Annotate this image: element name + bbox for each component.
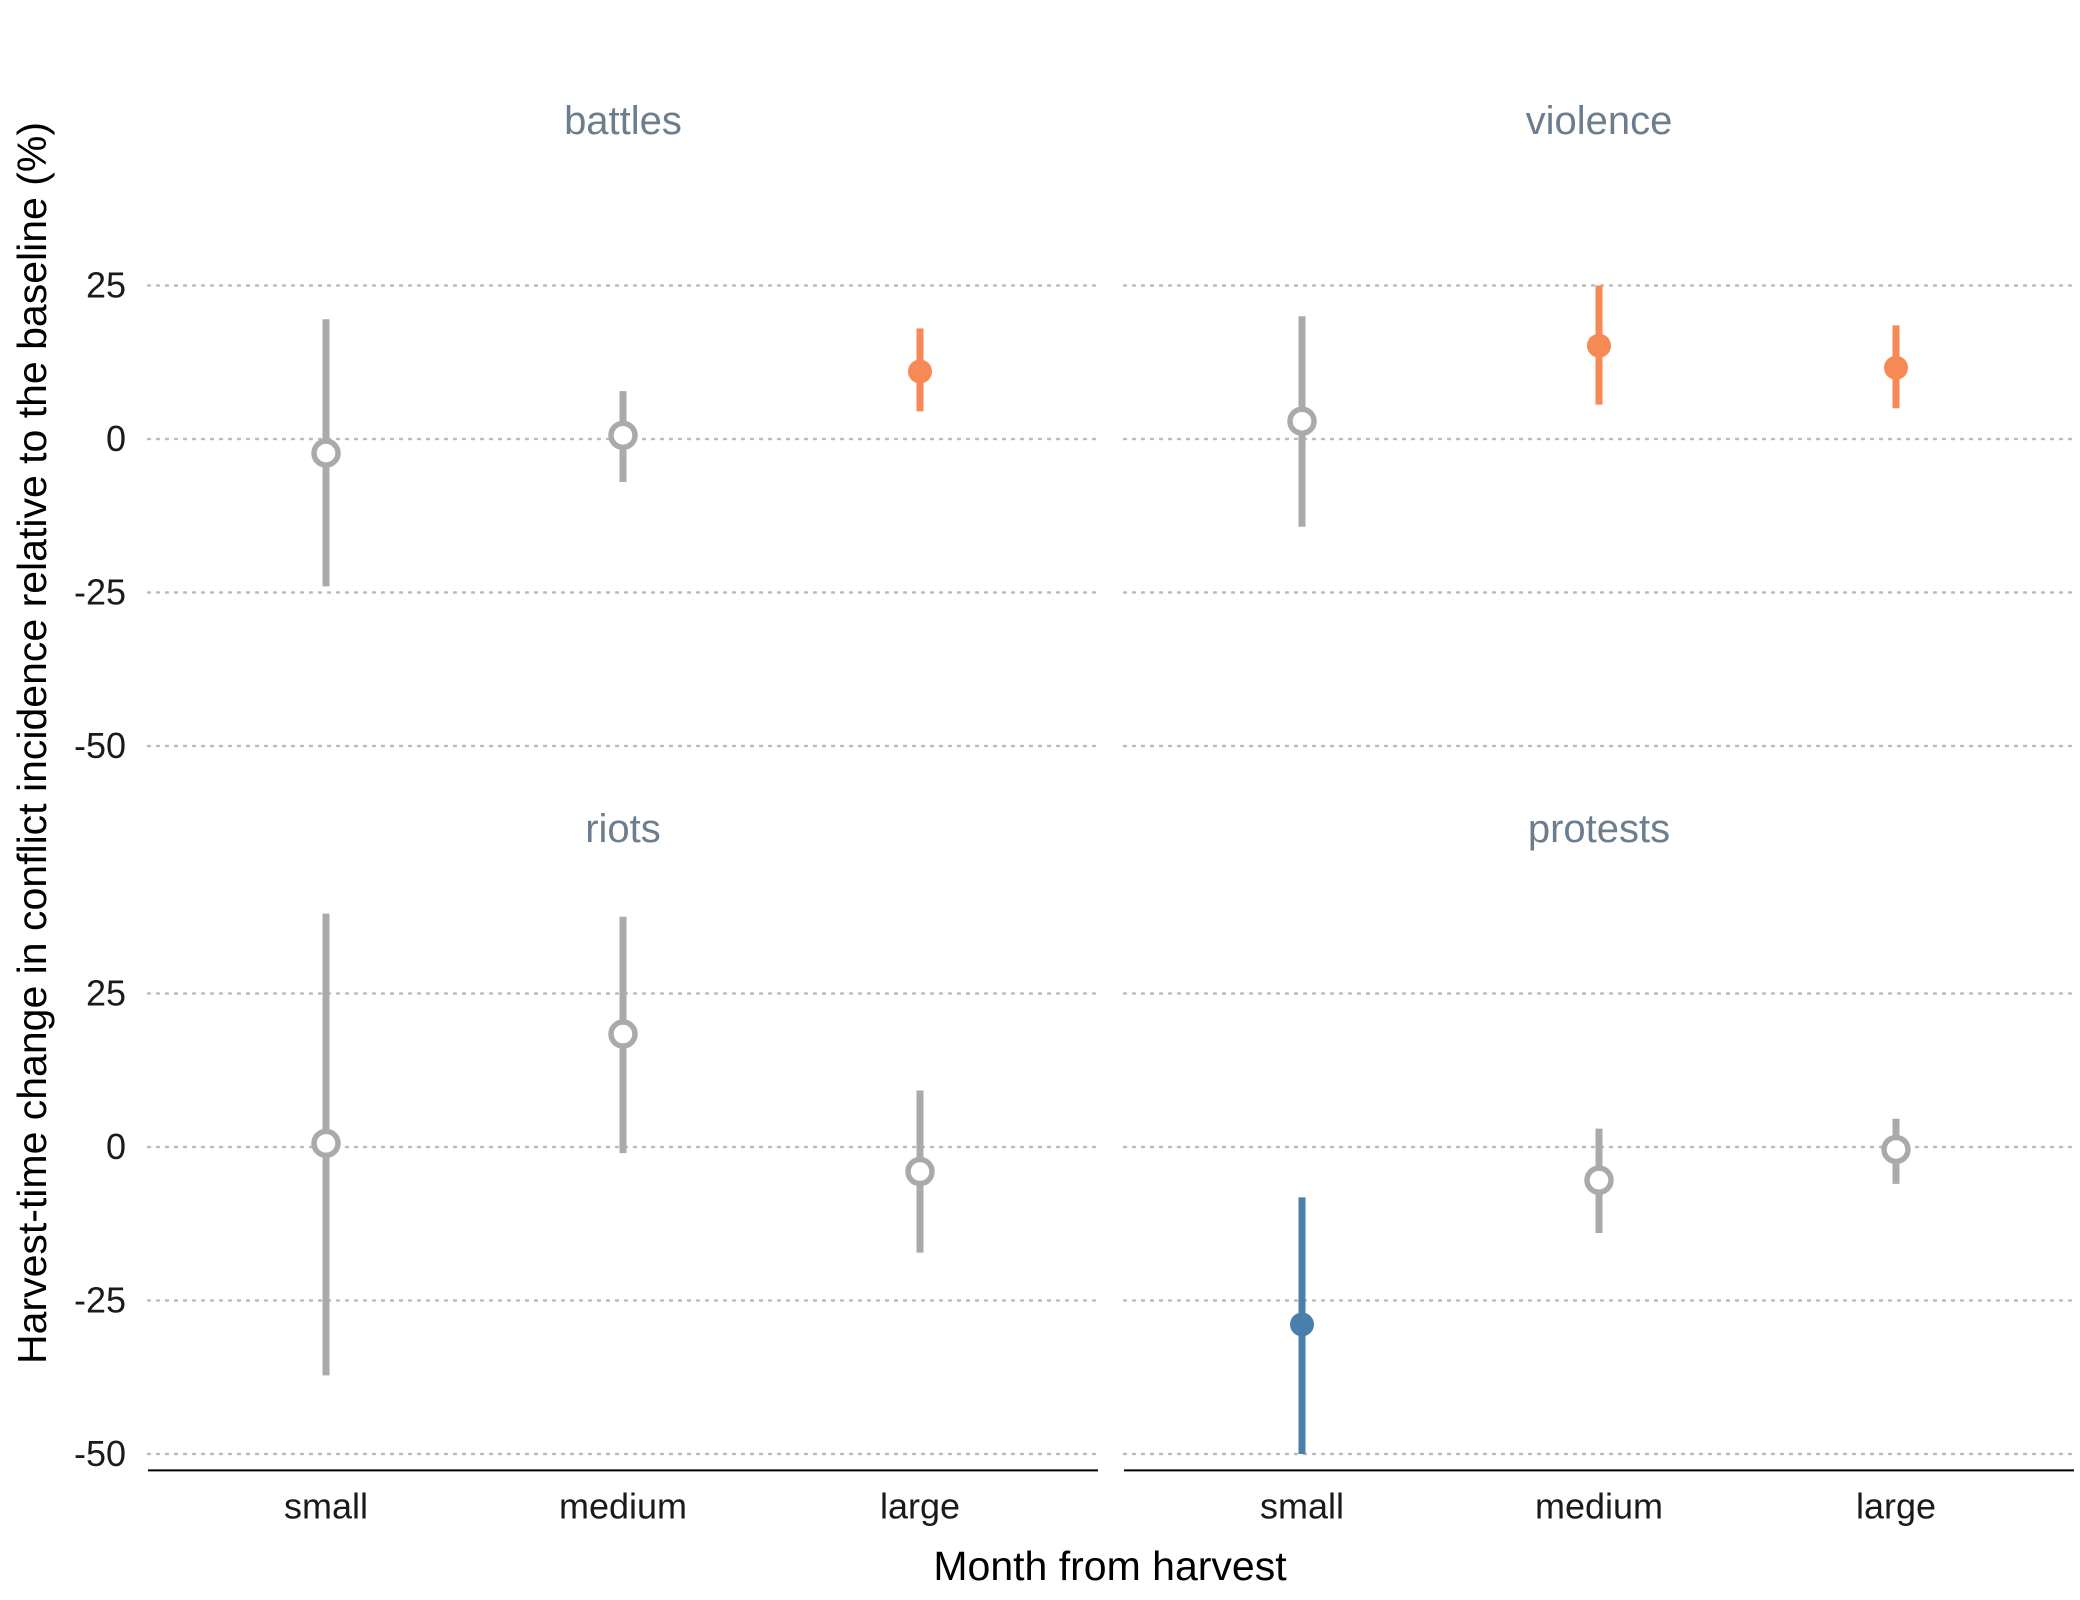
point-estimate (608, 1019, 638, 1049)
x-tick-label: large (880, 1485, 960, 1526)
x-tick-label: large (1856, 1485, 1936, 1526)
panel-riots: riots 25 0 -25 -50 small medium large (74, 807, 1100, 1526)
point-estimate (1287, 406, 1317, 436)
point-estimate (1587, 333, 1611, 358)
x-axis-title: Month from harvest (933, 1543, 1287, 1589)
point-estimate (311, 1128, 341, 1159)
x-tick-label: medium (1535, 1485, 1663, 1526)
panel-protests: protests small medium large (1122, 807, 2076, 1526)
panel-violence: violence (1122, 99, 2076, 748)
point-estimate (905, 1156, 935, 1187)
point-estimate (908, 359, 932, 384)
x-tick-label: small (1260, 1485, 1344, 1526)
point-estimate (311, 438, 341, 468)
x-tick-label: medium (559, 1485, 687, 1526)
point-estimate (1290, 1312, 1314, 1337)
panel-title: protests (1528, 807, 1670, 851)
y-tick-label: 0 (106, 1126, 126, 1167)
x-tick-label: small (284, 1485, 368, 1526)
y-tick-label: -50 (74, 1433, 126, 1474)
y-tick-label: 25 (86, 265, 126, 306)
y-tick-label: -50 (74, 725, 126, 766)
y-tick-label: 25 (86, 973, 126, 1014)
point-estimate (1881, 1134, 1911, 1165)
y-tick-label: -25 (74, 572, 126, 613)
point-estimate (1884, 355, 1908, 380)
panel-title: violence (1526, 99, 1673, 143)
panel-title: riots (585, 807, 661, 851)
panel-battles: battles 25 0 -25 -50 (74, 99, 1100, 766)
y-tick-label: -25 (74, 1280, 126, 1321)
panel-title: battles (564, 99, 682, 143)
point-estimate (1584, 1165, 1614, 1195)
panels-layer: battles 25 0 -25 -50 violence riots 25 0 -25 -50 sm… (74, 99, 2076, 1526)
point-estimate (608, 420, 638, 451)
y-axis-title: Harvest-time change in conflict incidenc… (9, 122, 55, 1364)
y-tick-label: 0 (106, 418, 126, 459)
